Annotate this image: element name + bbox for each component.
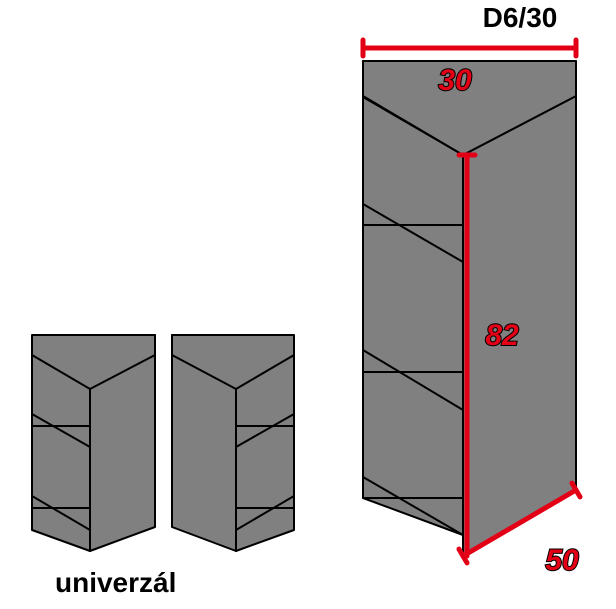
diagram-canvas: D6/30 30 82 50 univerzál — [0, 0, 616, 609]
dim-label-depth: 50 — [545, 544, 579, 577]
caption-universal: univerzál — [55, 567, 176, 598]
dim-label-height: 82 — [485, 319, 519, 352]
model-title: D6/30 — [483, 2, 558, 33]
dim-label-width: 30 — [438, 64, 472, 97]
